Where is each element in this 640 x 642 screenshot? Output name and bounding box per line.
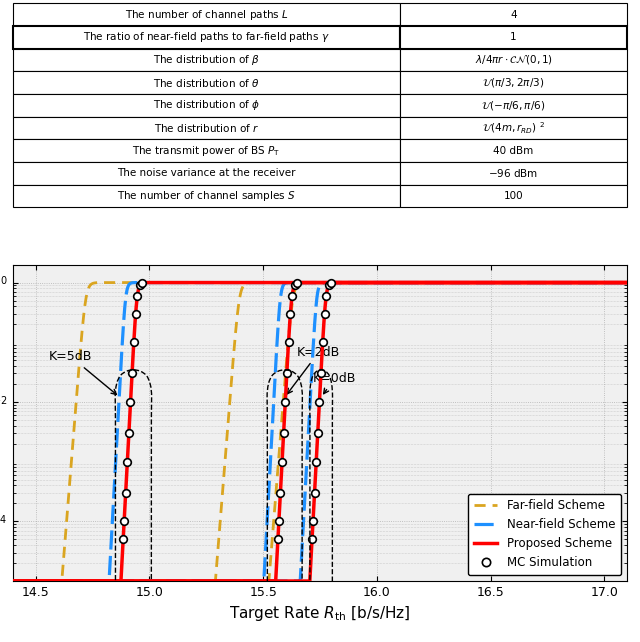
Bar xyxy=(400,26,627,49)
Bar xyxy=(13,162,400,185)
Text: 4: 4 xyxy=(510,10,517,19)
Text: 1: 1 xyxy=(510,32,517,42)
Text: The distribution of $\phi$: The distribution of $\phi$ xyxy=(153,98,260,112)
Bar xyxy=(400,185,627,207)
Bar xyxy=(400,162,627,185)
Bar xyxy=(400,139,627,162)
Bar xyxy=(400,49,627,71)
Text: K=5dB: K=5dB xyxy=(49,351,116,394)
Bar xyxy=(400,94,627,117)
Text: The ratio of near-field paths to far-field paths $\gamma$: The ratio of near-field paths to far-fie… xyxy=(83,30,330,44)
Text: The number of channel paths $L$: The number of channel paths $L$ xyxy=(125,8,288,22)
Bar xyxy=(13,94,400,117)
Text: The number of channel samples $S$: The number of channel samples $S$ xyxy=(117,189,296,203)
Text: $\mathcal{U}(-\pi/6, \pi/6)$: $\mathcal{U}(-\pi/6, \pi/6)$ xyxy=(481,99,546,112)
Bar xyxy=(13,26,400,49)
Bar xyxy=(13,3,400,26)
Text: The distribution of $\beta$: The distribution of $\beta$ xyxy=(153,53,260,67)
Text: $\mathcal{U}(\pi/3, 2\pi/3)$: $\mathcal{U}(\pi/3, 2\pi/3)$ xyxy=(483,76,545,89)
Bar xyxy=(400,117,627,139)
Bar xyxy=(13,49,400,71)
Text: $\lambda/4\pi r \cdot \mathcal{CN}(0,1)$: $\lambda/4\pi r \cdot \mathcal{CN}(0,1)$ xyxy=(474,53,552,66)
Text: $-96$ dBm: $-96$ dBm xyxy=(488,168,539,179)
Text: 100: 100 xyxy=(504,191,524,201)
Text: The distribution of $r$: The distribution of $r$ xyxy=(154,122,259,134)
Text: The distribution of $\theta$: The distribution of $\theta$ xyxy=(153,76,260,89)
Text: K=2dB: K=2dB xyxy=(287,345,340,394)
Bar xyxy=(13,185,400,207)
Bar xyxy=(400,71,627,94)
Bar xyxy=(13,139,400,162)
Text: $\mathcal{U}(4m, r_{RD})$ $^2$: $\mathcal{U}(4m, r_{RD})$ $^2$ xyxy=(482,120,545,135)
X-axis label: Target Rate $R_{\rm th}$ [b/s/Hz]: Target Rate $R_{\rm th}$ [b/s/Hz] xyxy=(229,604,411,623)
Text: 40 dBm: 40 dBm xyxy=(493,146,534,155)
Legend: Far-field Scheme, Near-field Scheme, Proposed Scheme, MC Simulation: Far-field Scheme, Near-field Scheme, Pro… xyxy=(468,494,621,575)
Text: The noise variance at the receiver: The noise variance at the receiver xyxy=(117,168,296,178)
Text: K=0dB: K=0dB xyxy=(313,372,356,394)
Bar xyxy=(400,3,627,26)
Bar xyxy=(13,71,400,94)
Text: The transmit power of BS $P_{\rm T}$: The transmit power of BS $P_{\rm T}$ xyxy=(132,144,280,158)
Bar xyxy=(13,117,400,139)
